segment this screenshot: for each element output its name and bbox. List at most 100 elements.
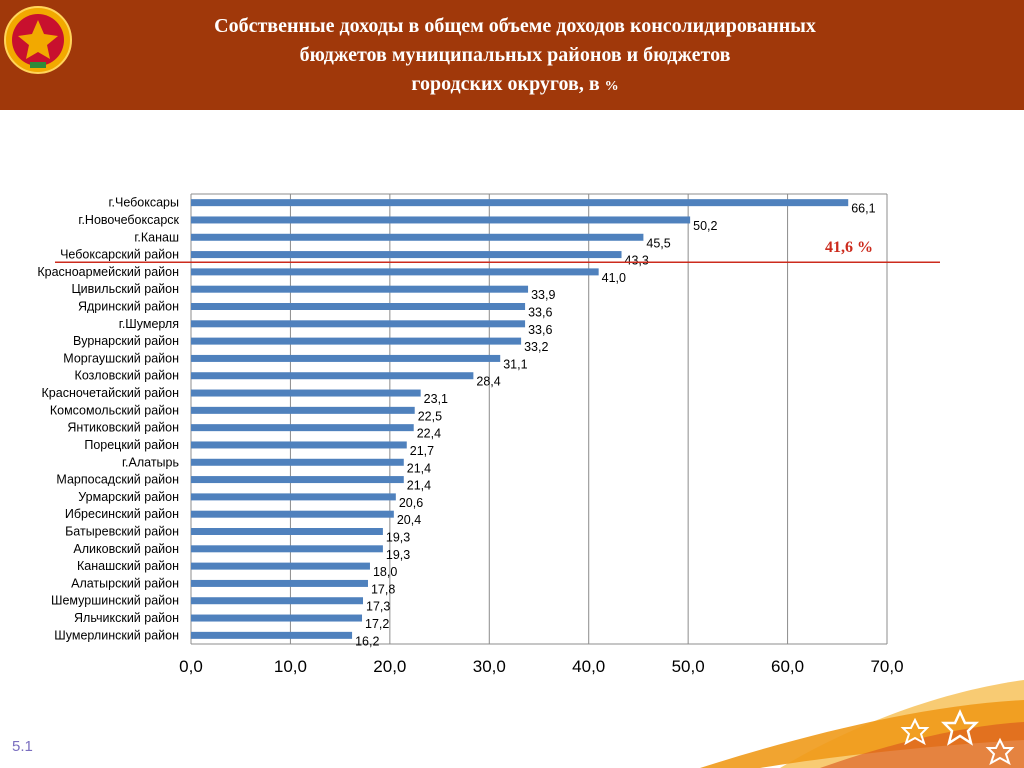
orange-swoosh [700, 700, 1024, 768]
value-label: 66,1 [851, 202, 875, 216]
category-label: г.Алатырь [122, 455, 179, 469]
bar [191, 441, 407, 449]
coat-of-arms-icon [4, 6, 72, 74]
value-label: 22,5 [418, 409, 442, 423]
bar [191, 268, 599, 276]
value-label: 23,1 [424, 392, 448, 406]
category-label: Цивильский район [71, 282, 179, 296]
category-label: Яльчикский район [74, 611, 179, 625]
bar [191, 510, 394, 518]
value-label: 17,2 [365, 617, 389, 631]
bar [191, 303, 526, 310]
bar [191, 337, 522, 345]
value-label: 21,4 [407, 479, 431, 493]
category-label: Батыревский район [65, 525, 179, 539]
value-label: 41,0 [602, 271, 626, 285]
category-label: Урмарский район [78, 490, 179, 504]
bar [191, 320, 526, 328]
x-tick-label: 10,0 [274, 657, 307, 676]
bar [191, 476, 404, 484]
value-label: 19,3 [386, 548, 410, 562]
value-label: 33,2 [524, 340, 548, 354]
x-tick-label: 40,0 [572, 657, 605, 676]
x-tick-label: 50,0 [672, 657, 705, 676]
category-label: Моргаушский район [63, 351, 179, 365]
category-label: г.Чебоксары [108, 196, 179, 210]
value-label: 33,6 [528, 323, 552, 337]
value-label: 17,3 [366, 600, 390, 614]
value-label: 22,4 [417, 427, 441, 441]
x-tick-label: 60,0 [771, 657, 804, 676]
title-unit: % [604, 79, 619, 94]
category-label: Канашский район [77, 559, 179, 573]
category-label: Шемуршинский район [51, 594, 179, 608]
category-label: Ибресинский район [65, 507, 179, 521]
category-label: Марпосадский район [56, 473, 179, 487]
ornament-star-icon [900, 717, 930, 746]
bar [191, 389, 421, 397]
value-label: 31,1 [503, 357, 527, 371]
category-label: Красноармейский район [37, 265, 179, 279]
value-label: 16,2 [355, 634, 379, 648]
bar [191, 199, 849, 207]
category-label: Порецкий район [84, 438, 179, 452]
slide-number: 5.1 [12, 738, 33, 755]
bar [191, 233, 644, 241]
reference-line-label: 41,6 % [825, 239, 873, 256]
value-label: 19,3 [386, 531, 410, 545]
bar [191, 285, 529, 293]
title-line-3: городских округов, в % [90, 70, 940, 101]
x-tick-label: 0,0 [179, 657, 203, 676]
bar [191, 372, 474, 380]
x-tick-label: 70,0 [870, 657, 903, 676]
ornament-star-icon [940, 708, 980, 746]
value-label: 17,8 [371, 582, 395, 596]
value-label: 20,6 [399, 496, 423, 510]
bar [191, 614, 363, 622]
red-swoosh [820, 722, 1024, 768]
bar [191, 597, 364, 605]
page-title: Собственные доходы в общем объеме доходо… [90, 12, 940, 101]
bar [191, 545, 383, 553]
bar [191, 528, 383, 535]
bar [191, 251, 622, 259]
value-label: 33,9 [531, 288, 555, 302]
bar [191, 562, 370, 570]
bar [191, 493, 396, 501]
category-label: Ядринский район [78, 300, 179, 314]
category-label: Красночетайский район [42, 386, 180, 400]
title-line-2: бюджетов муниципальных районов и бюджето… [299, 44, 731, 66]
bar [191, 458, 404, 466]
category-label: Алатырский район [71, 576, 179, 590]
category-label: Шумерлинский район [54, 628, 179, 642]
category-label: Козловский район [75, 369, 180, 383]
bar [191, 631, 353, 639]
value-label: 18,0 [373, 565, 397, 579]
title-line-3-main: городских округов, в [411, 73, 600, 95]
value-label: 21,7 [410, 444, 434, 458]
category-label: Вурнарский район [73, 334, 179, 348]
category-label: Аликовский район [73, 542, 179, 556]
bar [191, 354, 501, 362]
value-label: 50,2 [693, 219, 717, 233]
x-tick-label: 20,0 [373, 657, 406, 676]
category-label: г.Шумерля [119, 317, 179, 331]
value-label: 45,5 [646, 236, 670, 250]
value-label: 20,4 [397, 513, 421, 527]
ornament-star-icon [985, 737, 1015, 766]
value-label: 21,4 [407, 461, 431, 475]
category-label: Чебоксарский район [60, 248, 179, 262]
category-label: Янтиковский район [67, 421, 179, 435]
bar [191, 406, 415, 414]
bar [191, 424, 414, 432]
value-label: 33,6 [528, 306, 552, 320]
header-bar: Собственные доходы в общем объеме доходо… [0, 0, 1024, 110]
title-line-1: Собственные доходы в общем объеме доходо… [214, 15, 816, 37]
x-tick-label: 30,0 [473, 657, 506, 676]
bar [191, 216, 691, 224]
category-label: г.Канаш [134, 230, 179, 244]
category-label: Комсомольский район [50, 403, 179, 417]
value-label: 43,3 [625, 254, 649, 268]
